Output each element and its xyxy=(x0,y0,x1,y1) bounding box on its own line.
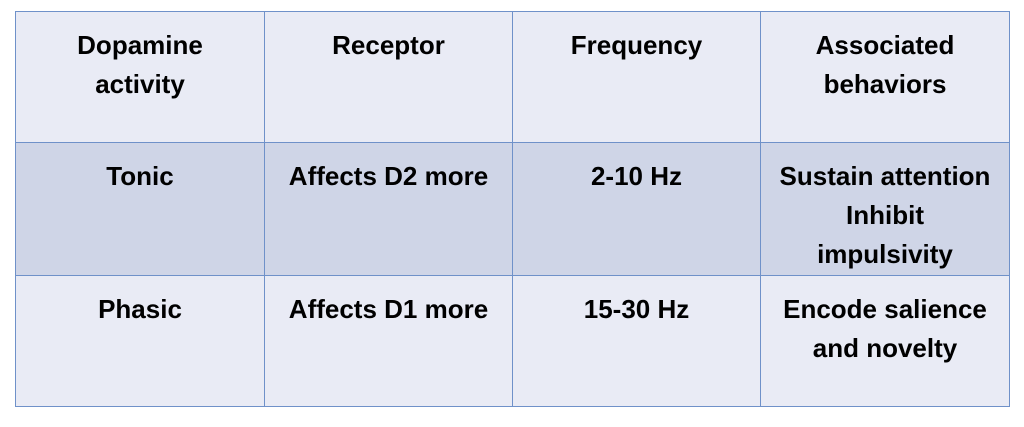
cell-behaviors: Sustain attention Inhibit impulsivity xyxy=(760,142,1010,276)
cell-text-line: Encode salience xyxy=(783,293,987,324)
cell-text: 15-30 Hz xyxy=(583,293,690,324)
table-row: Tonic Affects D2 more 2-10 Hz Sustain at… xyxy=(15,142,1010,276)
header-associated-behaviors: Associated behaviors xyxy=(760,10,1010,144)
cell-text: 2-10 Hz xyxy=(590,161,683,192)
cell-activity: Phasic xyxy=(15,274,265,408)
cell-receptor: Affects D2 more xyxy=(264,142,513,276)
header-text-line: activity xyxy=(95,69,185,99)
cell-frequency: 15-30 Hz xyxy=(512,274,761,408)
cell-receptor: Affects D1 more xyxy=(264,274,513,408)
cell-frequency: 2-10 Hz xyxy=(512,142,761,276)
header-frequency: Frequency xyxy=(512,10,761,144)
cell-text-line: Inhibit xyxy=(846,200,924,231)
header-receptor: Receptor xyxy=(264,10,513,144)
header-dopamine-activity: Dopamine activity xyxy=(15,10,265,144)
header-text-line: Associated xyxy=(815,30,955,60)
cell-activity: Tonic xyxy=(15,142,265,276)
cell-text-line: Sustain attention xyxy=(779,161,991,192)
cell-text: Phasic xyxy=(98,293,182,324)
header-text-line: Receptor xyxy=(332,30,445,60)
cell-text-line: impulsivity xyxy=(817,239,953,270)
cell-text: Affects D2 more xyxy=(288,161,489,192)
header-text-line: Dopamine xyxy=(77,30,203,60)
table-row: Phasic Affects D1 more 15-30 Hz Encode s… xyxy=(15,274,1010,408)
table-header-row: Dopamine activity Receptor Frequency Ass… xyxy=(15,10,1010,144)
cell-behaviors: Encode salience and novelty xyxy=(760,274,1010,408)
header-text-line: Frequency xyxy=(570,30,703,60)
dopamine-table-container: Dopamine activity Receptor Frequency Ass… xyxy=(15,10,1010,408)
cell-text: Tonic xyxy=(106,161,174,192)
cell-text-line: and novelty xyxy=(812,332,958,363)
header-text-line: behaviors xyxy=(823,69,947,99)
cell-text: Affects D1 more xyxy=(288,293,489,324)
dopamine-activity-table: Dopamine activity Receptor Frequency Ass… xyxy=(15,10,1010,408)
